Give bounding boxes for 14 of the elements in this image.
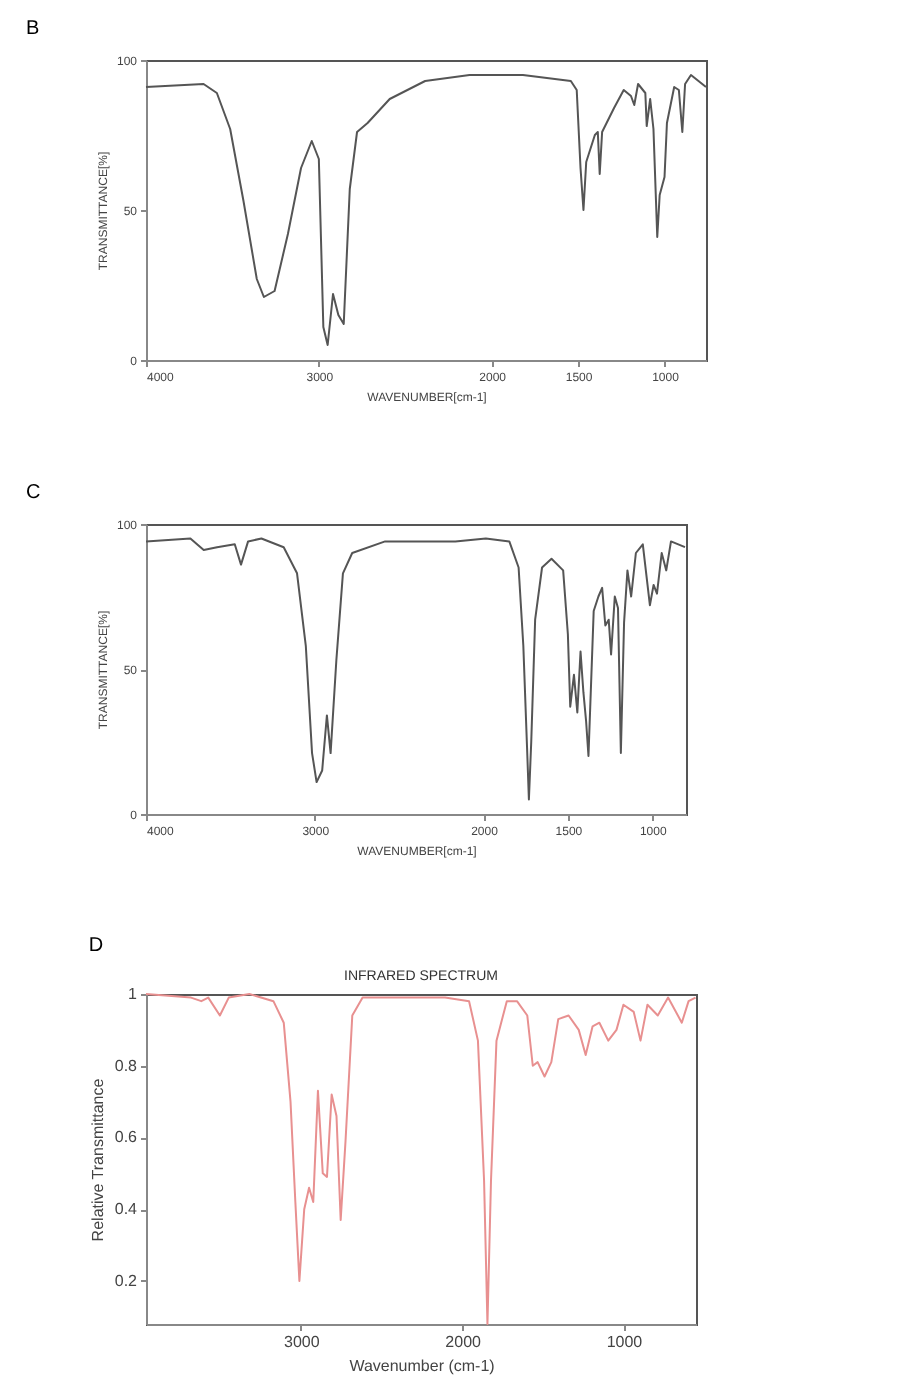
y-tick-label: 1 xyxy=(128,985,139,1003)
y-tick-label: 0.2 xyxy=(114,1271,139,1290)
text: D xyxy=(88,935,104,957)
x-tick-label: 3000 xyxy=(284,1333,321,1351)
x-tick-label: 2000 xyxy=(445,1333,483,1351)
x-axis-title: Wavenumber (cm-1) xyxy=(349,1357,496,1375)
chart-title: B xyxy=(25,18,40,40)
x-tick-label: 1000 xyxy=(606,1333,644,1351)
chart-title: C xyxy=(25,482,41,504)
y-tick-label: 0.8 xyxy=(114,1056,139,1075)
line-series xyxy=(145,993,697,1325)
y-tick-label: 0.6 xyxy=(114,1128,139,1147)
y-tick-label: 0.4 xyxy=(114,1200,139,1219)
y-axis-title: Relative Transmittance xyxy=(88,1077,107,1242)
